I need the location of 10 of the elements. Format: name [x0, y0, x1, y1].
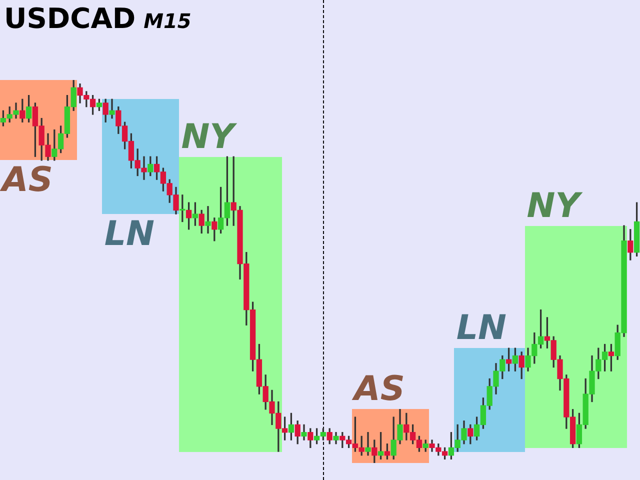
annotation: AS	[354, 369, 405, 410]
candlestick	[365, 432, 371, 456]
candlestick	[205, 206, 211, 234]
annotation: LN	[104, 214, 155, 254]
annotation: NY	[526, 186, 580, 226]
chart-title: USDCAD	[4, 2, 136, 35]
annotation: NY	[181, 116, 234, 157]
candlestick	[109, 98, 115, 119]
chart-subtitle: M15	[144, 9, 192, 33]
annotation: LN	[456, 308, 507, 348]
